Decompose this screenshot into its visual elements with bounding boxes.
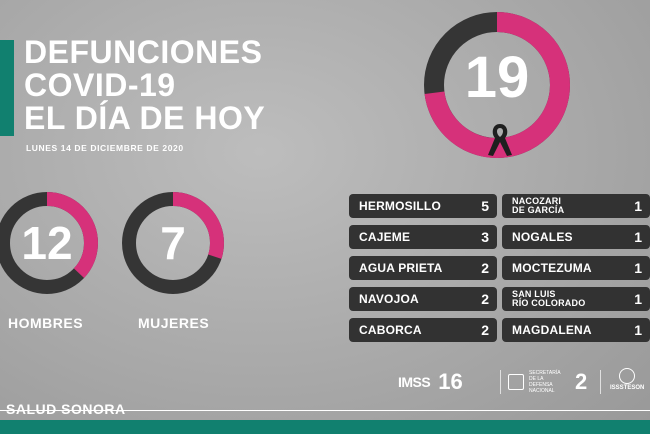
city-name-line-1: NACOZARI	[512, 196, 562, 206]
city-row: MAGDALENA 1	[502, 318, 650, 342]
logo-divider	[600, 370, 601, 394]
city-count: 1	[634, 322, 642, 338]
city-count: 2	[481, 322, 489, 338]
page-title: DEFUNCIONES COVID-19 EL DÍA DE HOY	[24, 36, 265, 135]
city-row: NACOZARI DE GARCÍA 1	[502, 194, 650, 218]
city-name: HERMOSILLO	[359, 198, 441, 213]
sedena-emblem-icon	[508, 374, 524, 390]
isssteson-logo: ISSSTESON	[610, 368, 644, 396]
title-line-1: DEFUNCIONES	[24, 34, 263, 70]
women-ring: 7	[120, 190, 226, 296]
bottom-band	[0, 420, 650, 434]
city-name: NAVOJOA	[359, 291, 419, 306]
city-name: SAN LUIS RÍO COLORADO	[512, 290, 585, 308]
sedena-text: SECRETARÍA DE LA DEFENSA NACIONAL	[529, 370, 561, 394]
city-name: MOCTEZUMA	[512, 260, 592, 275]
logo-divider	[500, 370, 501, 394]
city-name: NACOZARI DE GARCÍA	[512, 197, 564, 215]
city-row: MOCTEZUMA 1	[502, 256, 650, 280]
accent-bar	[0, 40, 14, 136]
isssteson-text: ISSSTESON	[610, 385, 645, 391]
city-row: SAN LUIS RÍO COLORADO 1	[502, 287, 650, 311]
footer-divider	[0, 410, 650, 411]
city-row: CAJEME 3	[349, 225, 497, 249]
city-count: 1	[634, 260, 642, 276]
city-name: AGUA PRIETA	[359, 260, 443, 275]
men-ring: 12	[0, 190, 100, 296]
women-count: 7	[160, 217, 186, 269]
city-count: 1	[634, 229, 642, 245]
footer-brand: SALUD SONORA	[6, 401, 126, 417]
city-row: AGUA PRIETA 2	[349, 256, 497, 280]
city-count: 1	[634, 198, 642, 214]
city-row: CABORCA 2	[349, 318, 497, 342]
city-row: NOGALES 1	[502, 225, 650, 249]
total-deaths-count: 19	[464, 44, 530, 110]
city-name-line-2: DE GARCÍA	[512, 205, 565, 215]
city-count: 3	[481, 229, 489, 245]
ring-progress	[0, 192, 98, 294]
city-count: 5	[481, 198, 489, 214]
title-line-2: COVID-19	[24, 67, 176, 103]
mourning-ribbon-icon	[488, 124, 512, 156]
ring-progress	[122, 192, 224, 294]
imss-count: 16	[438, 369, 463, 394]
city-name: CABORCA	[359, 322, 422, 337]
sedena-logo: SECRETARÍA DE LA DEFENSA NACIONAL 2	[508, 368, 587, 396]
city-name-line-1: SAN LUIS	[512, 289, 556, 299]
men-label: HOMBRES	[8, 315, 84, 331]
women-label: MUJERES	[138, 315, 210, 331]
city-count: 2	[481, 260, 489, 276]
sedena-count: 2	[575, 369, 588, 394]
city-name: CAJEME	[359, 229, 411, 244]
imss-logo: IMSS 16	[398, 368, 463, 396]
city-name: MAGDALENA	[512, 322, 592, 337]
imss-mark: IMSS	[398, 374, 431, 390]
report-date: LUNES 14 DE DICIEMBRE DE 2020	[26, 143, 184, 153]
city-count: 2	[481, 291, 489, 307]
city-row: HERMOSILLO 5	[349, 194, 497, 218]
title-line-3: EL DÍA DE HOY	[24, 100, 266, 136]
isssteson-emblem-icon	[619, 368, 636, 384]
city-count: 1	[634, 291, 642, 307]
city-name: NOGALES	[512, 229, 573, 244]
city-row: NAVOJOA 2	[349, 287, 497, 311]
city-name-line-2: RÍO COLORADO	[512, 298, 586, 308]
men-count: 12	[21, 217, 73, 269]
